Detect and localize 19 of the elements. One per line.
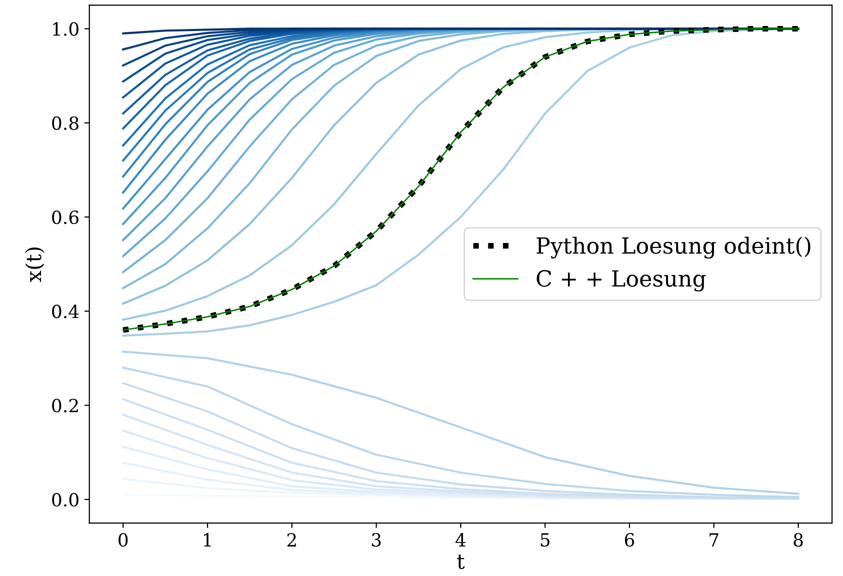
legend-label: C + + Loesung [536,270,706,292]
x-tick-label: 4 [456,533,466,546]
y-tick-label: 1.0 [53,22,78,36]
x-tick-label: 7 [710,533,718,546]
x-tick-label: 5 [540,533,550,547]
x-tick-label: 6 [624,533,634,547]
y-tick-label: 0.2 [52,398,78,412]
y-tick-label: 0.4 [52,304,79,318]
y-tick-label: 0.8 [52,116,78,130]
y-axis-title: x(t) [25,248,44,282]
x-tick-label: 0 [118,533,128,547]
x-tick-label: 2 [287,533,296,546]
y-tick-label: 0.6 [52,210,78,224]
x-axis-title: t [457,554,465,570]
y-tick-label: 0.0 [52,492,78,507]
x-tick-label: 1 [204,533,211,546]
x-tick-label: 3 [372,533,381,547]
legend-label: Python Loesung odeint() [536,236,810,259]
x-tick-label: 8 [794,533,803,547]
